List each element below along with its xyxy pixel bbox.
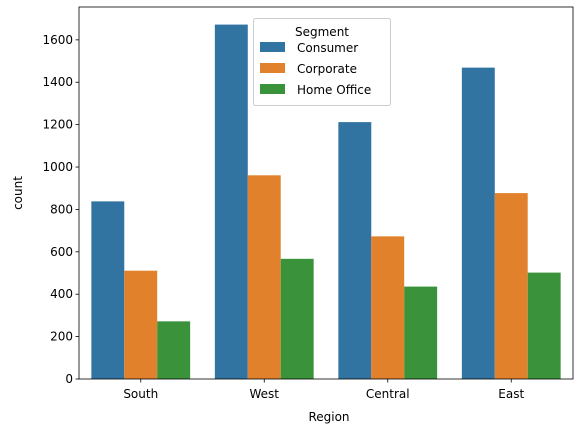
legend-label-home-office: Home Office	[297, 83, 371, 97]
y-tick-label: 200	[50, 330, 73, 344]
legend-swatch-corporate	[260, 63, 285, 73]
y-tick-label: 1600	[42, 33, 73, 47]
x-tick-label-west: West	[249, 387, 279, 401]
y-tick-label: 1400	[42, 75, 73, 89]
bar-home-office-south	[157, 321, 191, 379]
bars	[91, 24, 561, 380]
bar-consumer-south	[91, 201, 125, 379]
y-tick-label: 1200	[42, 118, 73, 132]
x-tick-label-east: East	[498, 387, 524, 401]
legend-items: Consumer Corporate Home Office	[260, 41, 371, 97]
bar-home-office-west	[280, 258, 314, 379]
y-tick-label: 1000	[42, 160, 73, 174]
bar-corporate-south	[124, 270, 158, 379]
bar-consumer-central	[338, 122, 372, 379]
legend-label-consumer: Consumer	[297, 41, 358, 55]
y-tick-label: 0	[65, 372, 73, 386]
y-tick-label: 600	[50, 245, 73, 259]
y-tick-label: 400	[50, 287, 73, 301]
legend-frame	[253, 18, 391, 106]
x-tick-label-central: Central	[366, 387, 410, 401]
bar-home-office-east	[527, 272, 561, 379]
legend-swatch-home-office	[260, 84, 285, 94]
legend-label-corporate: Corporate	[297, 62, 357, 76]
x-axis-label: Region	[308, 410, 349, 424]
x-tick-label-south: South	[123, 387, 158, 401]
y-axis-label: count	[11, 176, 25, 210]
plot-frame	[78, 6, 574, 380]
legend-title: Segment	[295, 25, 349, 39]
bar-consumer-east	[461, 67, 495, 380]
bar-home-office-central	[404, 286, 438, 379]
legend-swatch-consumer	[260, 42, 285, 52]
bar-corporate-central	[371, 236, 405, 379]
bar-corporate-west	[247, 175, 281, 379]
bar-corporate-east	[494, 193, 528, 379]
legend: Segment Consumer Corporate Home Office	[253, 18, 391, 106]
bar-consumer-west	[214, 24, 248, 380]
y-tick-label: 800	[50, 202, 73, 216]
axes: 0 200 400 600 800 1000 1200 1400 1600 South West Ce…	[42, 6, 574, 401]
